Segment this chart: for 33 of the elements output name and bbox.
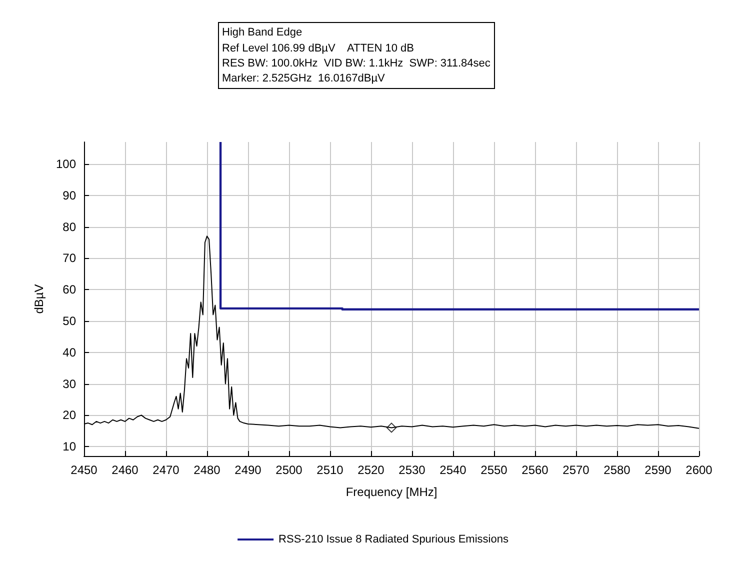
text: Ref Level 106.99 dBµV ATTEN 10 dB: [222, 42, 414, 54]
x-tick-label: 2450: [70, 463, 98, 477]
y-tick-label: 40: [62, 345, 76, 360]
x-tick-label: 2540: [440, 463, 467, 477]
x-tick-label: 2550: [480, 463, 508, 477]
x-tick-label: 2590: [644, 463, 672, 477]
text: RES BW: 100.0kHz VID BW: 1.1kHz SWP: 311.84sec: [222, 58, 491, 70]
y-axis-title: dBµV: [32, 284, 46, 314]
y-tick-label: 100: [56, 156, 76, 171]
y-tick-label: 50: [62, 314, 76, 328]
y-tick-label: 60: [62, 282, 76, 297]
y-tick-label: 10: [62, 440, 76, 454]
legend-label: RSS-210 Issue 8 Radiated Spurious Emissions: [278, 534, 509, 546]
y-tick-label: 70: [62, 251, 76, 266]
x-tick-label: 2520: [358, 463, 385, 477]
x-tick-label: 2470: [152, 463, 180, 477]
x-tick-label: 2460: [112, 463, 139, 477]
x-tick-label: 2490: [234, 463, 262, 477]
y-tick-label: 90: [62, 188, 76, 202]
y-tick-label: 80: [62, 220, 76, 234]
y-tick-label: 20: [62, 408, 76, 422]
x-axis-title: Frequency [MHz]: [346, 485, 438, 499]
x-tick-label: 2600: [686, 463, 713, 477]
chart-title: High Band Edge: [222, 26, 302, 38]
x-tick-label: 2570: [562, 463, 590, 477]
x-tick-label: 2580: [604, 463, 631, 477]
x-tick-label: 2530: [398, 463, 426, 477]
x-tick-label: 2560: [522, 463, 549, 477]
x-tick-label: 2500: [276, 463, 303, 477]
x-tick-label: 2510: [316, 463, 344, 477]
x-tick-label: 2480: [194, 463, 221, 477]
text: Marker: 2.525GHz 16.0167dBµV: [222, 72, 386, 84]
y-tick-label: 30: [62, 376, 76, 391]
